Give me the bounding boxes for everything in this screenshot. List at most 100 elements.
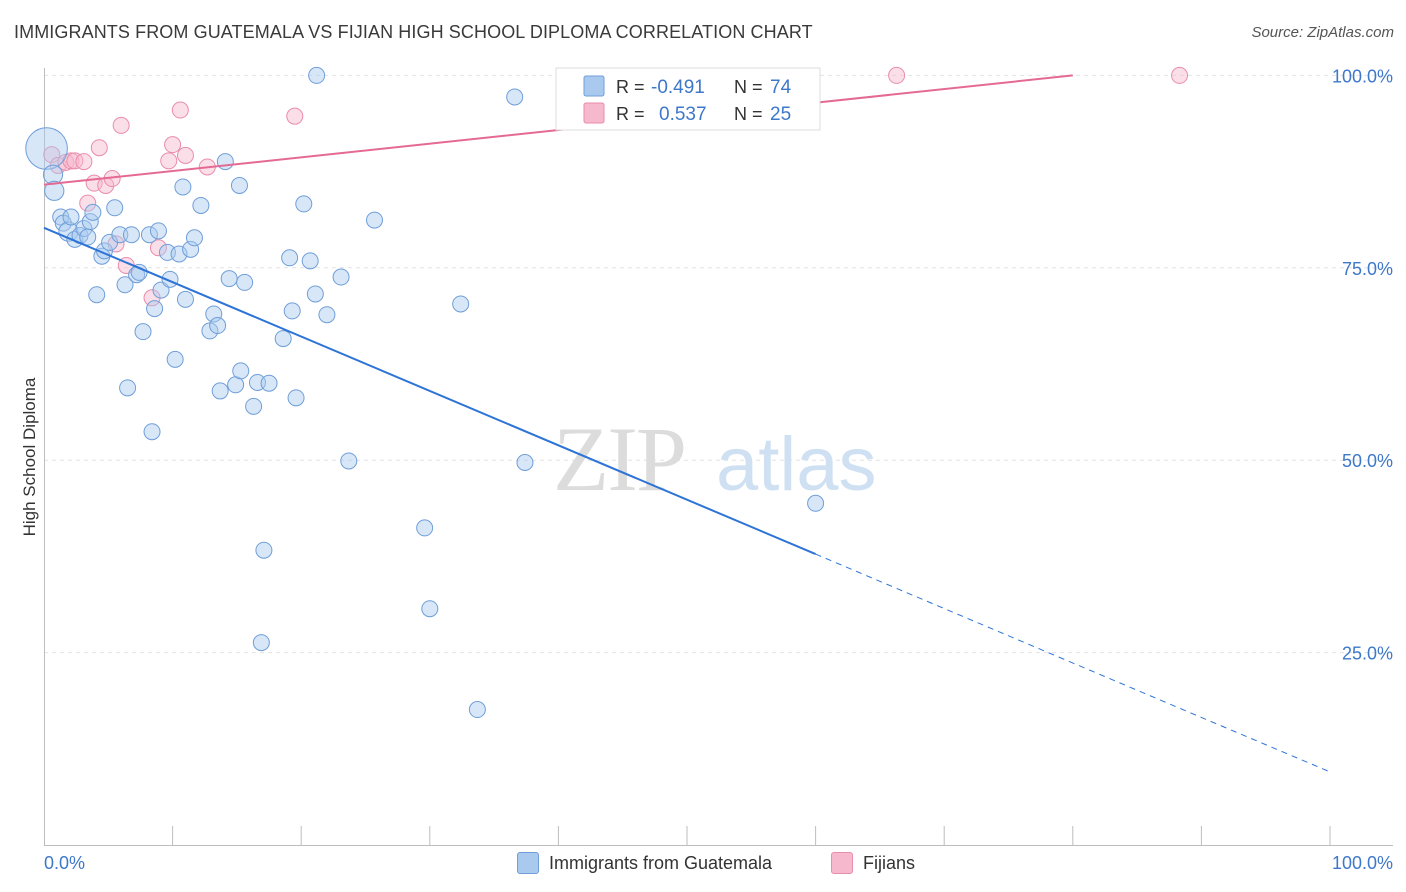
point-fijians-6 xyxy=(79,194,97,212)
point-guatemala-64 xyxy=(340,452,358,470)
point-guatemala-65 xyxy=(366,211,384,229)
point-guatemala-47 xyxy=(232,362,250,380)
point-guatemala-28 xyxy=(149,222,167,240)
bottom-legend-swatch-fijians xyxy=(831,852,853,874)
y-tick-label-75: 75.0% xyxy=(1342,259,1393,279)
point-guatemala-49 xyxy=(245,397,263,415)
point-guatemala-61 xyxy=(308,66,326,84)
watermark-atlas: atlas xyxy=(716,422,877,507)
point-guatemala-66 xyxy=(416,519,434,537)
chart-title: IMMIGRANTS FROM GUATEMALA VS FIJIAN HIGH… xyxy=(14,22,813,42)
x-tick-label-max: 100.0% xyxy=(1332,853,1393,873)
point-guatemala-51 xyxy=(252,634,270,652)
series-guatemala-points xyxy=(25,66,825,719)
point-guatemala-63 xyxy=(332,268,350,286)
point-guatemala-35 xyxy=(176,290,194,308)
point-guatemala-20 xyxy=(119,379,137,397)
point-fijians-5 xyxy=(75,153,93,171)
point-guatemala-58 xyxy=(295,195,313,213)
grid-lines xyxy=(44,74,1393,654)
watermark-zip: ZIP xyxy=(553,408,685,510)
bottom-legend-item-fijians: Fijians xyxy=(831,852,915,874)
point-fijians-19 xyxy=(176,146,194,164)
y-tick-label-100: 100.0% xyxy=(1332,66,1393,86)
point-fijians-17 xyxy=(164,136,182,154)
point-guatemala-59 xyxy=(301,252,319,270)
point-guatemala-37 xyxy=(185,229,203,247)
point-guatemala-27 xyxy=(146,300,164,318)
point-guatemala-68 xyxy=(452,295,470,313)
bottom-legend-label-fijians: Fijians xyxy=(863,852,916,873)
source-label: Source: ZipAtlas.com xyxy=(1251,24,1394,41)
point-fijians-23 xyxy=(1171,66,1189,84)
y-axis-title: High School Diploma xyxy=(20,377,39,536)
point-guatemala-38 xyxy=(192,196,210,214)
point-guatemala-69 xyxy=(468,701,486,719)
x-tick-label-min: 0.0% xyxy=(44,853,85,873)
point-fijians-18 xyxy=(171,101,189,119)
legend-r-label-2: R = xyxy=(616,104,645,124)
point-fijians-0 xyxy=(43,146,61,164)
point-guatemala-24 xyxy=(134,323,152,341)
point-guatemala-43 xyxy=(216,153,234,171)
point-guatemala-23 xyxy=(130,263,148,281)
point-guatemala-0 xyxy=(25,127,68,170)
point-fijians-4 xyxy=(66,152,84,170)
point-guatemala-6 xyxy=(62,208,80,226)
point-fijians-15 xyxy=(149,239,167,257)
point-fijians-12 xyxy=(112,116,130,134)
point-guatemala-54 xyxy=(274,330,292,348)
bottom-legend-item-guatemala: Immigrants from Guatemala xyxy=(517,852,772,874)
legend-n-value-2: 25 xyxy=(770,104,791,125)
trend-line-guatemala-extension xyxy=(815,553,1331,773)
legend-n-label-2: N = xyxy=(734,104,763,124)
point-guatemala-41 xyxy=(209,317,227,335)
point-guatemala-21 xyxy=(122,226,140,244)
point-guatemala-19 xyxy=(116,276,134,294)
point-guatemala-12 xyxy=(84,203,102,221)
point-guatemala-67 xyxy=(421,600,439,618)
point-guatemala-42 xyxy=(211,382,229,400)
legend-n-label-1: N = xyxy=(734,77,763,97)
point-fijians-8 xyxy=(90,139,108,157)
legend-n-value-1: 74 xyxy=(770,77,792,98)
legend-swatch-fijians xyxy=(583,102,605,124)
point-guatemala-9 xyxy=(75,220,93,238)
point-guatemala-71 xyxy=(516,454,534,472)
legend-swatch-guatemala xyxy=(583,75,605,97)
point-guatemala-56 xyxy=(283,302,301,320)
point-fijians-21 xyxy=(286,107,304,125)
point-guatemala-72 xyxy=(807,494,825,512)
point-guatemala-34 xyxy=(174,178,192,196)
point-guatemala-52 xyxy=(255,541,273,559)
point-guatemala-55 xyxy=(281,249,299,267)
trend-line-guatemala xyxy=(43,226,816,556)
point-guatemala-53 xyxy=(260,374,278,392)
point-guatemala-26 xyxy=(143,423,161,441)
x-axis-ticks xyxy=(172,826,1331,845)
legend-r-value-2: 0.537 xyxy=(659,104,707,125)
point-guatemala-18 xyxy=(111,226,129,244)
point-guatemala-46 xyxy=(230,176,248,194)
point-fijians-16 xyxy=(160,152,178,170)
y-axis-tick-labels: 25.0% 50.0% 75.0% 100.0% xyxy=(1332,66,1393,663)
bottom-legend-swatch-guatemala xyxy=(517,852,539,874)
point-guatemala-57 xyxy=(287,389,305,407)
point-guatemala-17 xyxy=(106,199,124,217)
point-guatemala-60 xyxy=(306,285,324,303)
point-guatemala-48 xyxy=(236,273,254,291)
point-guatemala-44 xyxy=(220,270,238,288)
point-guatemala-62 xyxy=(318,306,336,324)
point-guatemala-13 xyxy=(88,286,106,304)
legend-r-label-1: R = xyxy=(616,77,645,97)
legend-r-value-1: -0.491 xyxy=(651,77,705,98)
legend: R = -0.491 N = 74 R = 0.537 N = 25 xyxy=(555,67,821,131)
bottom-legend-label-guatemala: Immigrants from Guatemala xyxy=(549,852,773,873)
point-guatemala-2 xyxy=(44,180,65,201)
bottom-legend: Immigrants from Guatemala Fijians xyxy=(0,852,1406,878)
point-guatemala-25 xyxy=(140,226,158,244)
y-tick-label-25: 25.0% xyxy=(1342,644,1393,664)
y-tick-label-50: 50.0% xyxy=(1342,451,1393,471)
point-guatemala-70 xyxy=(506,88,524,106)
